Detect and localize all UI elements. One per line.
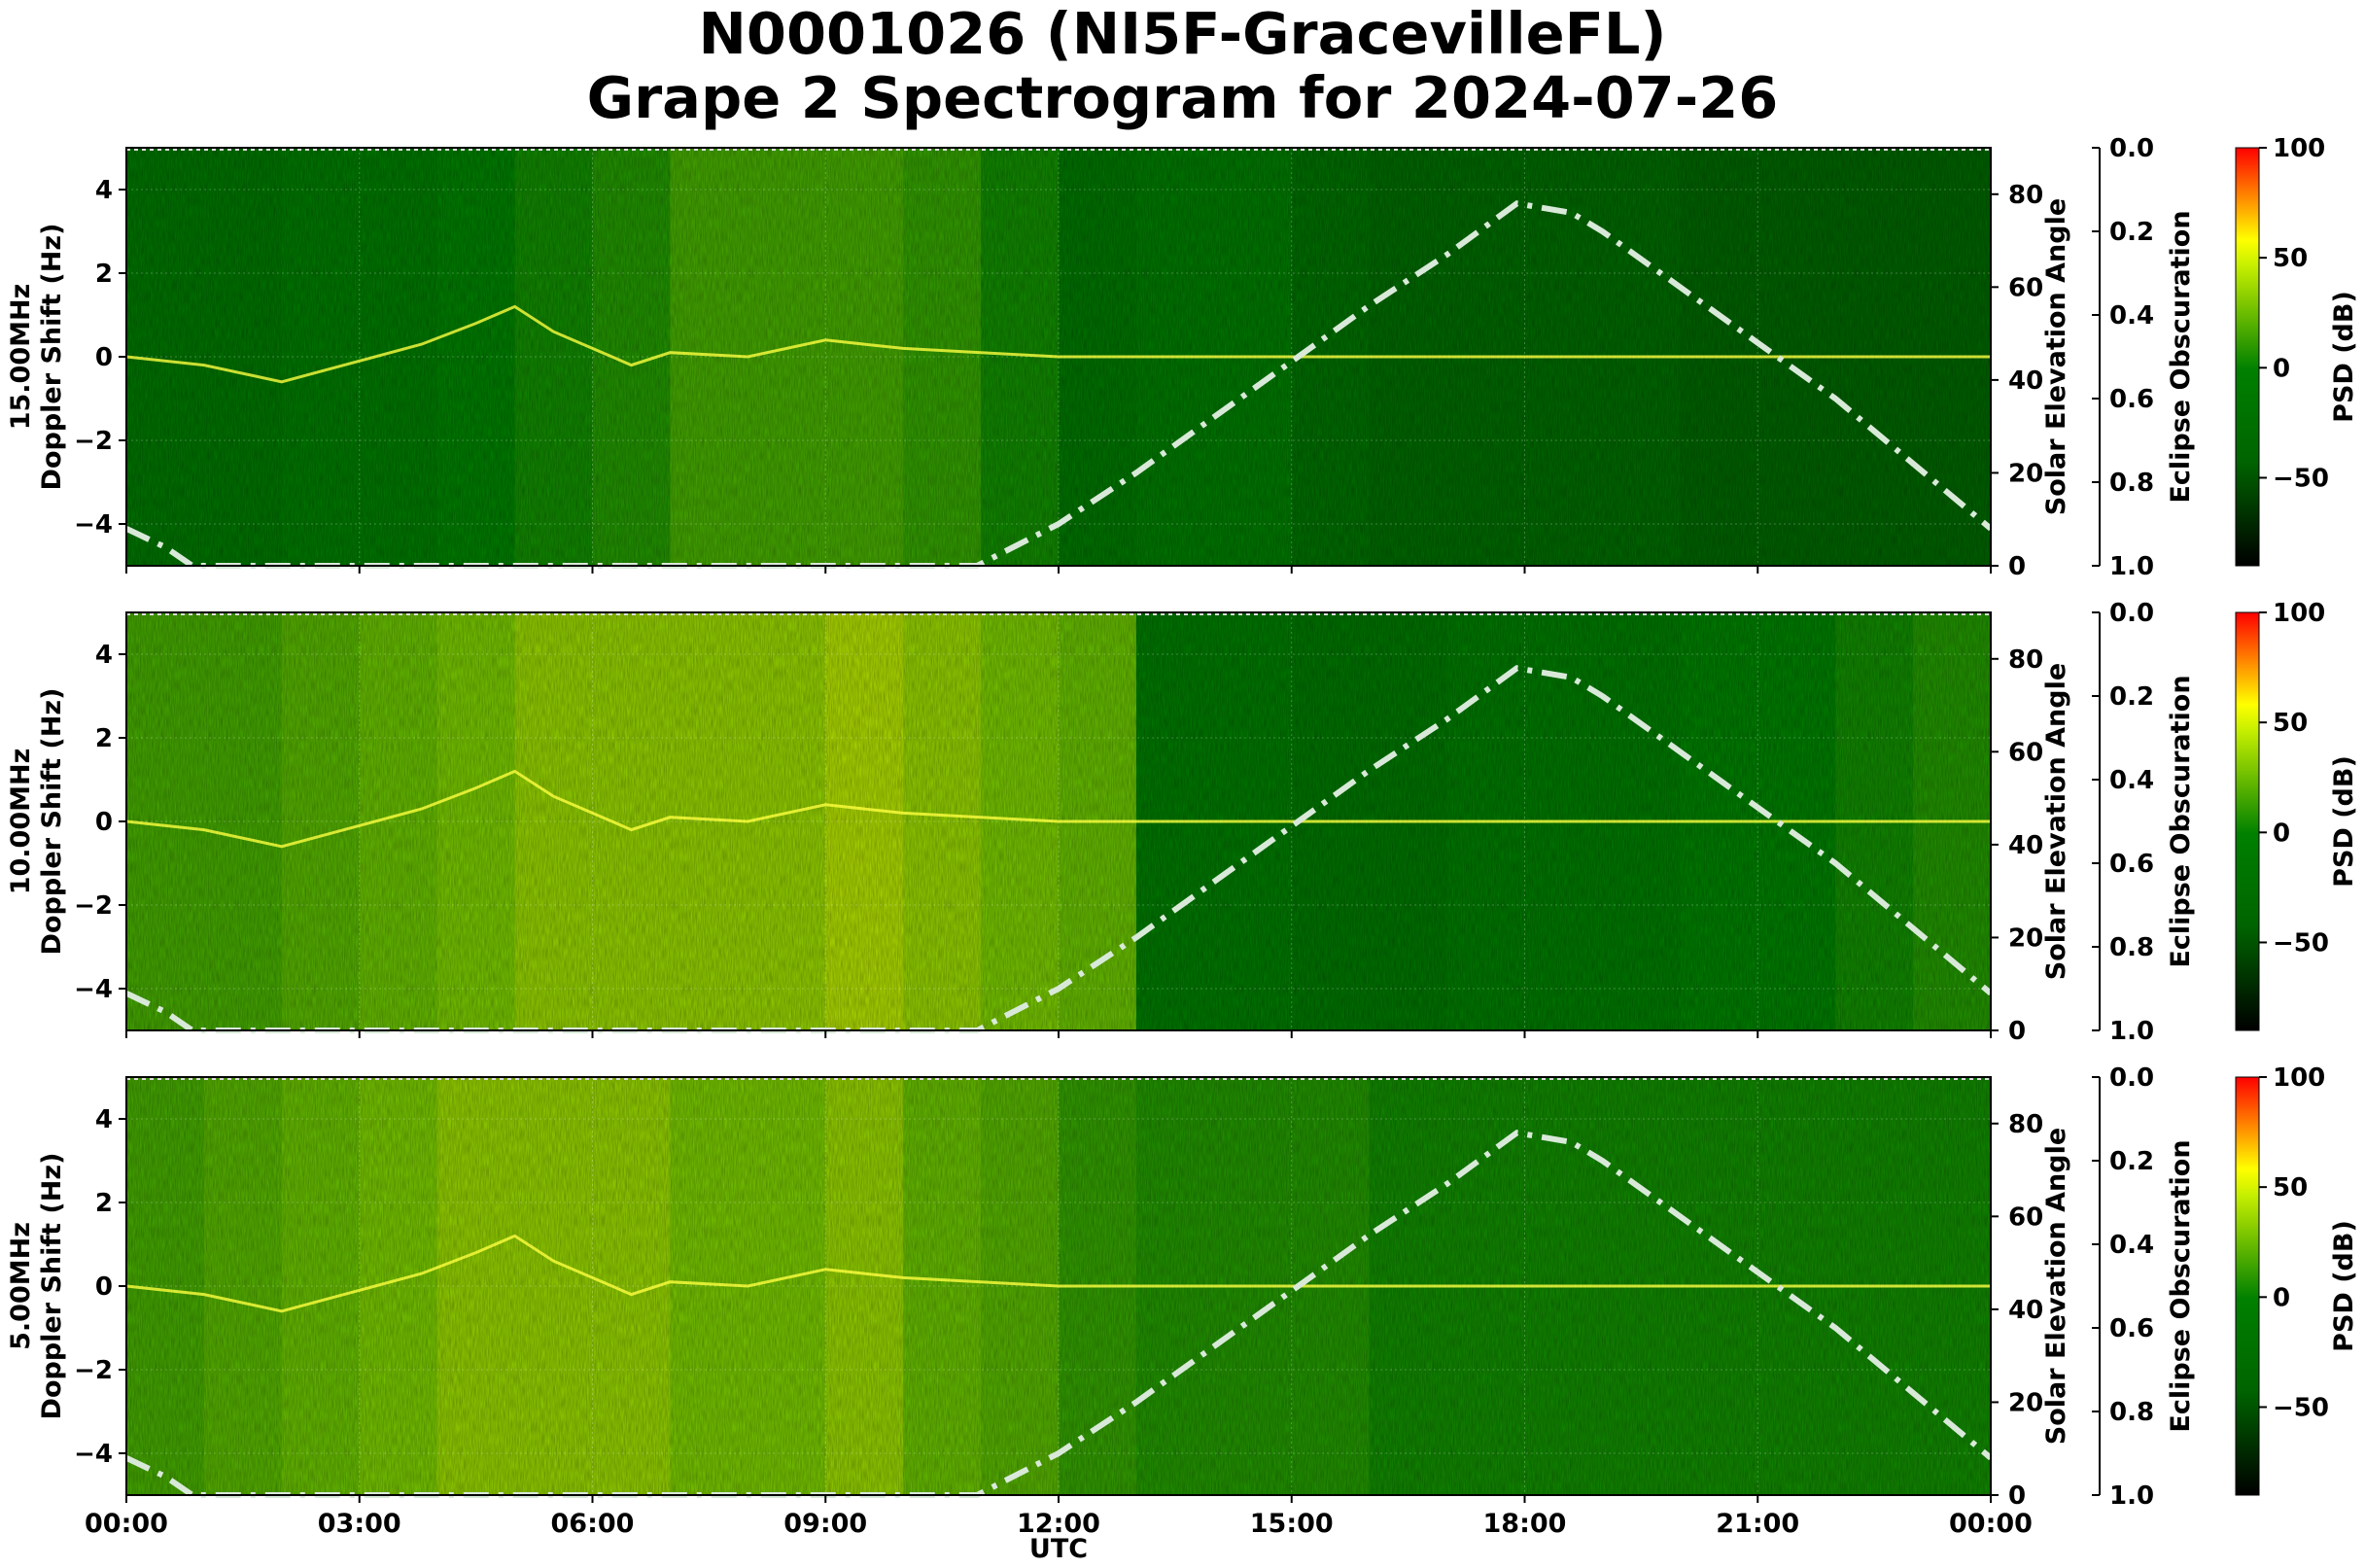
y-axis-label: Doppler Shift (Hz)	[37, 688, 67, 956]
x-tick-label: 00:00	[85, 1509, 168, 1539]
colorbar-tick-label: 50	[2273, 244, 2308, 273]
y-tick-label: −2	[74, 891, 113, 921]
solar-elevation-label: Solar Elevation Angle	[2041, 1128, 2071, 1445]
right-tick-label: 20	[2008, 459, 2043, 488]
chart-title: N0001026 (NI5F-GracevilleFL) Grape 2 Spe…	[0, 2, 2365, 130]
y-tick-label: −2	[74, 427, 113, 456]
frequency-label: 15.00MHz	[6, 284, 36, 431]
right-tick-label: 40	[2008, 366, 2043, 396]
x-tick-label: 18:00	[1483, 1509, 1567, 1539]
eclipse-tick-label: 0.8	[2109, 933, 2154, 962]
eclipse-tick-label: 0.8	[2109, 1398, 2154, 1427]
right-tick-label: 80	[2008, 645, 2043, 675]
eclipse-tick-label: 1.0	[2109, 552, 2154, 581]
x-tick-label: 06:00	[551, 1509, 635, 1539]
colorbar-tick-label: 50	[2273, 1173, 2308, 1202]
colorbar-tick-label: 100	[2273, 599, 2325, 628]
doppler-trace	[125, 769, 1991, 849]
frequency-label: 5.00MHz	[6, 1222, 36, 1350]
eclipse-tick-label: 0.0	[2109, 599, 2154, 628]
right-tick-label: 80	[2008, 181, 2043, 210]
y-tick-label: −2	[74, 1356, 113, 1385]
right-tick-label: 0	[2008, 1017, 2026, 1046]
doppler-trace	[125, 304, 1991, 384]
y-tick-label: 2	[95, 1189, 113, 1218]
eclipse-tick-label: 0.8	[2109, 469, 2154, 498]
colorbar	[2235, 147, 2260, 567]
right-tick-label: 60	[2008, 273, 2043, 302]
y-tick-label: −4	[74, 510, 113, 540]
colorbar-tick-label: −50	[2273, 1393, 2329, 1422]
eclipse-tick-label: 0.2	[2109, 218, 2154, 247]
right-tick-label: 60	[2008, 738, 2043, 767]
x-tick-label: 21:00	[1716, 1509, 1799, 1539]
x-axis-label: UTC	[1029, 1534, 1088, 1564]
eclipse-obscuration-label: Eclipse Obscuration	[2166, 210, 2196, 503]
colorbar-tick-label: 0	[2273, 354, 2290, 383]
y-tick-label: 4	[95, 176, 113, 205]
y-tick-label: −4	[74, 975, 113, 1004]
colorbar-tick-label: 100	[2273, 134, 2325, 163]
colorbar-tick-label: 0	[2273, 1283, 2290, 1312]
y-tick-label: 0	[95, 343, 113, 372]
right-tick-label: 20	[2008, 1388, 2043, 1417]
eclipse-tick-label: 0.0	[2109, 1063, 2154, 1093]
chart-title-line1: N0001026 (NI5F-GracevilleFL)	[698, 0, 1667, 67]
colorbar	[2235, 1076, 2260, 1496]
x-tick-label: 09:00	[783, 1509, 867, 1539]
eclipse-obscuration-label: Eclipse Obscuration	[2166, 1139, 2196, 1432]
eclipse-obscuration-label: Eclipse Obscuration	[2166, 675, 2196, 967]
y-tick-label: 4	[95, 641, 113, 670]
chart-title-line2: Grape 2 Spectrogram for 2024-07-26	[586, 64, 1779, 131]
x-tick-label: 15:00	[1250, 1509, 1334, 1539]
right-tick-label: 0	[2008, 1481, 2026, 1511]
panel-2: 420−2−410.00MHz Doppler Shift (Hz)0204060…	[6, 599, 2359, 1046]
colorbar-tick-label: 0	[2273, 819, 2290, 848]
eclipse-tick-label: 0.4	[2109, 301, 2154, 331]
eclipse-tick-label: 0.2	[2109, 1147, 2154, 1176]
right-tick-label: 40	[2008, 831, 2043, 860]
y-tick-label: −4	[74, 1440, 113, 1469]
right-tick-label: 60	[2008, 1202, 2043, 1232]
solar-elevation-label: Solar Elevation Angle	[2041, 198, 2071, 515]
eclipse-tick-label: 0.0	[2109, 134, 2154, 163]
eclipse-tick-label: 0.6	[2109, 1314, 2154, 1343]
x-tick-label: 12:00	[1017, 1509, 1100, 1539]
y-tick-label: 0	[95, 808, 113, 837]
eclipse-tick-label: 0.6	[2109, 385, 2154, 414]
right-tick-label: 0	[2008, 552, 2026, 581]
y-tick-label: 4	[95, 1105, 113, 1134]
doppler-trace	[125, 1234, 1991, 1313]
colorbar-label: PSD (dB)	[2329, 1220, 2359, 1352]
colorbar-label: PSD (dB)	[2329, 755, 2359, 888]
colorbar-tick-label: 50	[2273, 709, 2308, 738]
eclipse-tick-label: 1.0	[2109, 1481, 2154, 1511]
frequency-label: 10.00MHz	[6, 749, 36, 895]
eclipse-tick-label: 1.0	[2109, 1017, 2154, 1046]
y-tick-label: 2	[95, 724, 113, 753]
y-axis-label: Doppler Shift (Hz)	[37, 224, 67, 491]
eclipse-tick-label: 0.2	[2109, 682, 2154, 712]
colorbar-tick-label: −50	[2273, 464, 2329, 493]
x-tick-label: 03:00	[318, 1509, 401, 1539]
y-tick-label: 0	[95, 1272, 113, 1302]
x-tick-label: 00:00	[1949, 1509, 2033, 1539]
colorbar-tick-label: 100	[2273, 1063, 2325, 1093]
eclipse-tick-label: 0.4	[2109, 1231, 2154, 1260]
eclipse-tick-label: 0.6	[2109, 850, 2154, 879]
colorbar-label: PSD (dB)	[2329, 291, 2359, 423]
colorbar	[2235, 611, 2260, 1031]
right-tick-label: 80	[2008, 1110, 2043, 1139]
y-tick-label: 2	[95, 260, 113, 289]
eclipse-tick-label: 0.4	[2109, 766, 2154, 795]
right-tick-label: 20	[2008, 923, 2043, 953]
colorbar-tick-label: −50	[2273, 928, 2329, 958]
right-tick-label: 40	[2008, 1296, 2043, 1325]
panel-1: 420−2−415.00MHz Doppler Shift (Hz)0204060…	[6, 134, 2359, 581]
panel-3: 420−2−45.00MHz Doppler Shift (Hz)02040608…	[6, 1063, 2359, 1539]
y-axis-label: Doppler Shift (Hz)	[37, 1153, 67, 1420]
solar-elevation-label: Solar Elevation Angle	[2041, 663, 2071, 980]
